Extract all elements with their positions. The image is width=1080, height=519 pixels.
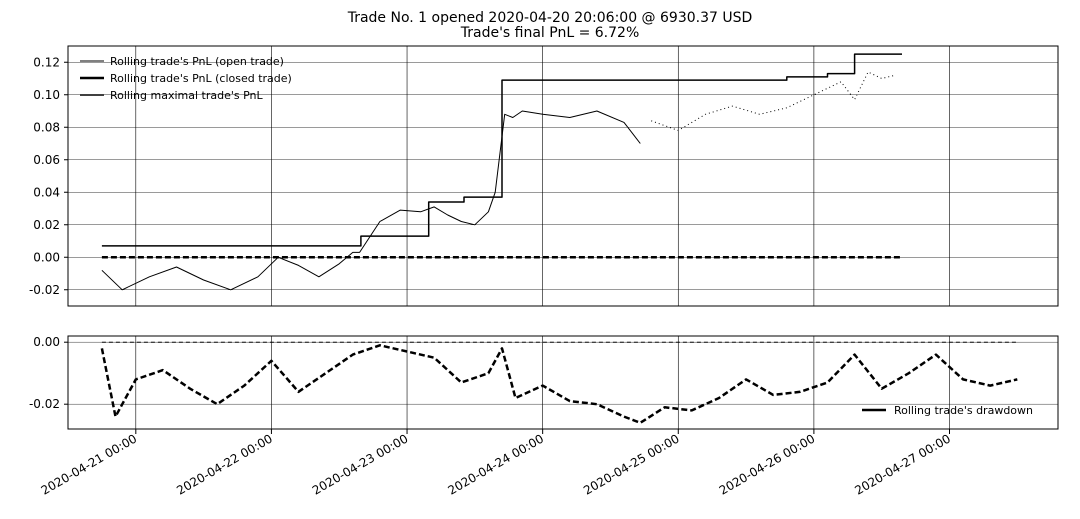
top-y-axis: 0.12 0.10 0.08 0.06 0.04 0.02 0.00 -0.02 xyxy=(29,55,68,297)
top-series-line-2 xyxy=(101,53,902,247)
bottom-ytick-label: 0.00 xyxy=(33,335,60,349)
top-panel: 0.12 0.10 0.08 0.06 0.04 0.02 0.00 -0.02 Rollin… xyxy=(29,45,1059,307)
top-series-line-3 xyxy=(651,71,896,131)
top-ytick-label: 0.12 xyxy=(33,55,60,69)
top-legend: Rolling trade's PnL (open trade) Rolling… xyxy=(80,55,292,102)
xtick-label: 2020-04-21 00:00 xyxy=(39,431,140,497)
chart-title-line2: Trade's final PnL = 6.72% xyxy=(460,25,640,41)
top-ytick-label: 0.02 xyxy=(33,218,60,232)
bottom-series-group xyxy=(100,341,1018,425)
top-plot-frame xyxy=(67,45,1059,307)
legend-label-max-pnl: Rolling maximal trade's PnL xyxy=(110,89,264,102)
top-ytick-label: 0.06 xyxy=(33,153,60,167)
top-ytick-label: 0.00 xyxy=(33,250,60,264)
top-series-line-0 xyxy=(101,110,641,291)
bottom-legend: Rolling trade's drawdown xyxy=(862,404,1033,417)
xtick-label: 2020-04-22 00:00 xyxy=(174,431,275,497)
top-ytick-label: 0.10 xyxy=(33,88,60,102)
xtick-label: 2020-04-27 00:00 xyxy=(852,431,953,497)
bottom-y-axis: 0.00 -0.02 xyxy=(29,335,68,411)
legend-label-open-trade: Rolling trade's PnL (open trade) xyxy=(110,55,284,68)
top-ytick-label: -0.02 xyxy=(29,283,60,297)
top-ytick-label: 0.08 xyxy=(33,120,60,134)
legend-label-closed-trade: Rolling trade's PnL (closed trade) xyxy=(110,72,292,85)
bottom-series-line-0 xyxy=(100,344,1018,425)
bottom-panel: 0.00 -0.02 2020-04-21 00:00 2020-04-22 00:… xyxy=(29,335,1059,498)
bottom-ytick-label: -0.02 xyxy=(29,397,60,411)
top-gridlines xyxy=(68,46,1058,306)
chart-title-line1: Trade No. 1 opened 2020-04-20 20:06:00 @… xyxy=(347,10,753,26)
legend-label-drawdown: Rolling trade's drawdown xyxy=(894,404,1033,417)
xtick-label: 2020-04-25 00:00 xyxy=(581,431,682,497)
xtick-label: 2020-04-26 00:00 xyxy=(717,431,818,497)
x-axis: 2020-04-21 00:00 2020-04-22 00:00 2020-04-… xyxy=(39,429,953,498)
top-ytick-label: 0.04 xyxy=(33,185,60,199)
bottom-plot-frame xyxy=(67,335,1059,430)
xtick-label: 2020-04-23 00:00 xyxy=(310,431,411,497)
top-series-group xyxy=(101,53,902,291)
xtick-label: 2020-04-24 00:00 xyxy=(446,431,547,497)
